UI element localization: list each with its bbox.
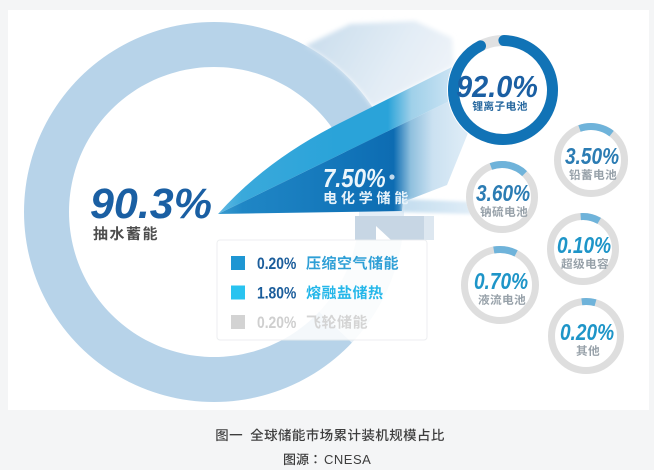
svg-text:CNESA: CNESA (324, 452, 371, 467)
svg-text:0.20%: 0.20% (257, 255, 297, 273)
svg-text:7.50%: 7.50% (323, 164, 386, 193)
svg-text:0.70%: 0.70% (474, 269, 528, 294)
svg-text:0.10%: 0.10% (557, 233, 611, 258)
svg-text:92.0%: 92.0% (456, 70, 538, 104)
svg-text:90.3%: 90.3% (90, 180, 212, 228)
svg-text:3.50%: 3.50% (565, 144, 619, 169)
svg-text:1.80%: 1.80% (257, 284, 297, 302)
svg-text:3.60%: 3.60% (476, 181, 530, 206)
svg-text:0.20%: 0.20% (257, 314, 297, 332)
svg-text:0.20%: 0.20% (560, 320, 614, 345)
